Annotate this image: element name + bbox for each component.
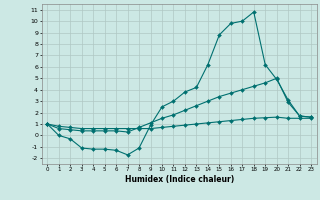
X-axis label: Humidex (Indice chaleur): Humidex (Indice chaleur)	[124, 175, 234, 184]
